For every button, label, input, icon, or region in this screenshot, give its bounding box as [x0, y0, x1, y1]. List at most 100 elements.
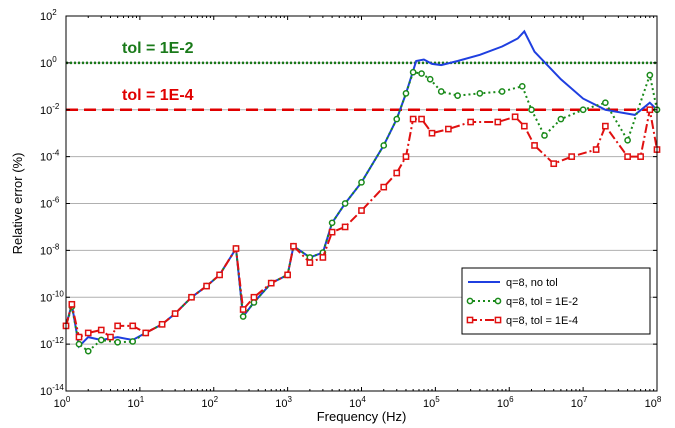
x-tick-label: 102: [201, 395, 218, 410]
data-point: [518, 82, 526, 90]
x-tick-exponent: 6: [509, 395, 514, 404]
annotations: tol = 1E-2 tol = 1E-4: [122, 40, 194, 104]
y-tick-exponent: 2: [52, 8, 57, 17]
data-point: [494, 118, 502, 126]
data-point: [267, 279, 275, 287]
data-point: [637, 153, 644, 160]
data-point: [203, 282, 210, 290]
y-tick-base: 10: [40, 292, 52, 304]
y-tick-label: 10-4: [40, 149, 60, 164]
legend-entry-label: q=8, tol = 1E-4: [506, 315, 578, 327]
y-tick-label: 10-2: [40, 102, 60, 117]
y-tick-exponent: -10: [52, 289, 64, 298]
y-tick-exponent: 0: [52, 55, 57, 64]
y-tick-exponent: -4: [52, 149, 60, 158]
data-point: [84, 329, 92, 337]
data-point: [498, 88, 506, 95]
data-point: [239, 306, 247, 313]
x-axis-ticks: 100 101 102 103 104 105 106 107 108: [54, 16, 662, 410]
y-tick-base: 10: [40, 245, 52, 257]
data-point: [520, 122, 528, 130]
data-point: [418, 115, 425, 123]
data-point: [568, 153, 576, 160]
data-point: [107, 333, 114, 341]
y-tick-exponent: -6: [52, 196, 60, 205]
y-tick-label: 10-12: [40, 336, 64, 351]
data-point: [402, 153, 410, 160]
data-point: [232, 245, 240, 252]
data-point: [437, 88, 445, 95]
data-point: [290, 242, 297, 250]
x-tick-exponent: 5: [435, 395, 440, 404]
data-point: [602, 122, 609, 130]
data-point: [306, 254, 314, 261]
y-tick-base: 10: [40, 58, 52, 70]
y-tick-label: 10-14: [40, 383, 64, 398]
data-point: [393, 169, 401, 177]
x-tick-label: 103: [275, 395, 292, 410]
data-point: [557, 115, 565, 123]
data-point: [129, 338, 137, 345]
y-tick-base: 10: [40, 199, 52, 211]
data-point: [579, 106, 587, 114]
data-point: [624, 153, 631, 160]
data-point: [380, 183, 388, 191]
data-point: [306, 259, 314, 266]
data-point: [531, 142, 538, 149]
data-point: [328, 228, 336, 236]
data-point: [445, 125, 452, 133]
data-point: [528, 106, 535, 114]
legend-entry-label: q=8, tol = 1E-2: [506, 296, 578, 308]
y-tick-base: 10: [40, 152, 52, 164]
legend-marker: [466, 316, 474, 324]
data-point: [409, 115, 417, 123]
y-tick-label: 102: [40, 8, 57, 23]
y-tick-base: 10: [40, 386, 52, 398]
x-tick-base: 10: [423, 398, 435, 410]
data-point: [84, 347, 92, 355]
y-tick-label: 10-6: [40, 196, 60, 211]
data-point: [129, 322, 137, 330]
data-point: [624, 136, 631, 144]
x-tick-exponent: 1: [140, 395, 145, 404]
data-point: [393, 115, 401, 123]
legend-marker: [466, 297, 474, 305]
x-tick-exponent: 0: [66, 395, 71, 404]
y-tick-label: 10-8: [40, 242, 60, 257]
x-tick-label: 100: [54, 395, 71, 410]
data-point: [114, 338, 121, 346]
x-tick-base: 10: [645, 398, 657, 410]
data-point: [541, 132, 548, 139]
legend-marker: [494, 316, 502, 324]
x-tick-base: 10: [349, 398, 361, 410]
y-tick-base: 10: [40, 339, 52, 351]
y-tick-exponent: -12: [52, 336, 64, 345]
data-point: [454, 92, 461, 99]
x-tick-exponent: 4: [361, 395, 366, 404]
data-point: [602, 99, 609, 107]
data-point: [284, 271, 291, 279]
y-tick-exponent: -14: [52, 383, 64, 392]
legend-marker: [494, 297, 502, 305]
x-tick-label: 105: [423, 395, 440, 410]
data-point: [646, 106, 654, 114]
data-point: [592, 146, 600, 153]
data-point: [358, 178, 365, 186]
x-tick-base: 10: [201, 398, 213, 410]
y-tick-label: 100: [40, 55, 57, 70]
data-point: [188, 293, 195, 301]
y-tick-exponent: -8: [52, 242, 60, 251]
data-point: [467, 118, 474, 126]
tolerance-lines: [66, 61, 657, 111]
data-point: [250, 299, 258, 306]
tolerance-annotation: tol = 1E-4: [122, 87, 194, 104]
x-tick-base: 10: [54, 398, 66, 410]
x-axis-label: Frequency (Hz): [317, 409, 407, 424]
data-point: [418, 70, 425, 77]
y-tick-base: 10: [40, 105, 52, 117]
x-tick-label: 106: [497, 395, 514, 410]
data-point: [239, 313, 247, 320]
data-point: [426, 75, 434, 83]
